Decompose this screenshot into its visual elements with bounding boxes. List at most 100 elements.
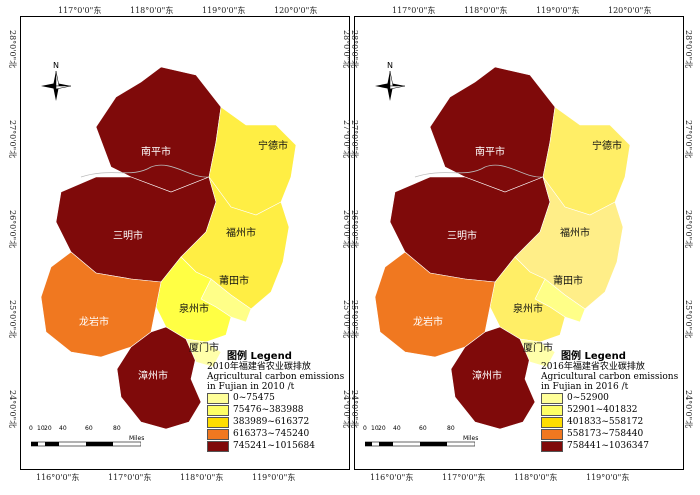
lat-tick-left: 27°0'0"北 bbox=[342, 120, 351, 159]
legend-swatch bbox=[207, 392, 229, 404]
scale-tick-label: 80 bbox=[113, 425, 121, 432]
legend-swatch bbox=[541, 416, 563, 428]
legend-swatch bbox=[541, 440, 563, 452]
city-label-quanzhou: 泉州市 bbox=[179, 304, 209, 315]
scale-tick-label: 80 bbox=[447, 425, 455, 432]
lon-tick-bottom: 118°0'0"东 bbox=[180, 473, 224, 482]
legend-item: 758441~1036347 bbox=[541, 440, 681, 452]
city-label-putian: 莆田市 bbox=[219, 276, 249, 287]
lat-tick-right: 28°0'0"北 bbox=[684, 30, 693, 69]
lat-tick-right: 26°0'0"北 bbox=[684, 210, 693, 249]
scale-unit: Miles bbox=[129, 435, 145, 442]
lon-tick-bottom: 119°0'0"东 bbox=[252, 473, 296, 482]
legend-subtitle-en: Agricultural carbon emissions bbox=[207, 372, 345, 382]
lat-tick-left: 24°0'0"北 bbox=[8, 390, 17, 429]
lat-tick-left: 27°0'0"北 bbox=[8, 120, 17, 159]
lat-tick-left: 28°0'0"北 bbox=[342, 30, 351, 69]
scale-tick-label: 0 bbox=[363, 425, 367, 432]
scale-tick-label: 40 bbox=[59, 425, 67, 432]
lon-tick-top: 117°0'0"东 bbox=[58, 6, 102, 15]
legend-label: 0~75475 bbox=[233, 393, 275, 403]
region-nanping bbox=[95, 66, 222, 193]
lon-tick-top: 120°0'0"东 bbox=[274, 6, 318, 15]
lon-tick-bottom: 117°0'0"东 bbox=[442, 473, 486, 482]
scale-tick-label: 20 bbox=[44, 425, 52, 432]
lat-tick-left: 24°0'0"北 bbox=[342, 390, 351, 429]
legend-label: 75476~383988 bbox=[233, 405, 304, 415]
legend-item: 52901~401832 bbox=[541, 404, 681, 416]
lat-tick-right: 24°0'0"北 bbox=[684, 390, 693, 429]
city-label-nanping: 南平市 bbox=[141, 147, 171, 158]
scale-tick-label: 20 bbox=[378, 425, 386, 432]
scale-tick-label: 40 bbox=[393, 425, 401, 432]
lon-tick-bottom: 116°0'0"东 bbox=[370, 473, 414, 482]
city-label-sanming: 三明市 bbox=[447, 231, 477, 242]
legend-item: 383989~616372 bbox=[207, 416, 347, 428]
scale-tick-label: 0 bbox=[29, 425, 33, 432]
scale-tick-label: 10 bbox=[371, 425, 379, 432]
lat-tick-right: 27°0'0"北 bbox=[684, 120, 693, 159]
city-label-xiamen: 厦门市 bbox=[189, 343, 219, 354]
city-label-nanping: 南平市 bbox=[475, 147, 505, 158]
legend-subtitle-en: Agricultural carbon emissions bbox=[541, 372, 679, 382]
legend-swatch bbox=[207, 428, 229, 440]
legend-item: 401833~558172 bbox=[541, 416, 681, 428]
lon-tick-bottom: 117°0'0"东 bbox=[108, 473, 152, 482]
legend-item: 0~52900 bbox=[541, 392, 681, 404]
region-zhangzhou bbox=[116, 326, 202, 430]
legend-label: 616373~745240 bbox=[233, 429, 310, 439]
legend: 图例 Legend 2016年福建省农业碳排放 Agricultural carbo… bbox=[541, 347, 681, 452]
north-label: N bbox=[53, 61, 59, 70]
choropleth-map bbox=[40, 66, 297, 430]
north-arrow-icon bbox=[373, 69, 407, 107]
lat-tick-left: 26°0'0"北 bbox=[342, 210, 351, 249]
legend-swatch bbox=[207, 440, 229, 452]
lat-tick-left: 28°0'0"北 bbox=[8, 30, 17, 69]
city-label-ningde: 宁德市 bbox=[592, 141, 622, 152]
lon-tick-bottom: 118°0'0"东 bbox=[514, 473, 558, 482]
map-panel-2016: 南平市 三明市 龙岩市 漳州市 宁德市 福州市 莆田市 泉州市 厦门市 N 0 10 20 40 60 80 M… bbox=[354, 16, 684, 470]
region-xiamen bbox=[519, 338, 556, 368]
region-xiamen bbox=[185, 338, 222, 368]
lat-tick-left: 25°0'0"北 bbox=[342, 300, 351, 339]
legend-label: 52901~401832 bbox=[567, 405, 638, 415]
city-label-ningde: 宁德市 bbox=[258, 141, 288, 152]
legend-label: 0~52900 bbox=[567, 393, 609, 403]
legend-swatch bbox=[541, 428, 563, 440]
north-arrow-icon bbox=[39, 69, 73, 107]
map-panel-2010: 南平市 三明市 龙岩市 漳州市 宁德市 福州市 莆田市 泉州市 厦门市 N 0 10 20 40 60 80 M… bbox=[20, 16, 350, 470]
province-inner-line bbox=[80, 164, 210, 178]
lat-tick-right: 25°0'0"北 bbox=[684, 300, 693, 339]
legend-item: 0~75475 bbox=[207, 392, 347, 404]
city-label-fuzhou: 福州市 bbox=[226, 228, 256, 239]
region-zhangzhou bbox=[450, 326, 536, 430]
city-label-zhangzhou: 漳州市 bbox=[472, 371, 502, 382]
city-label-longyan: 龙岩市 bbox=[79, 317, 109, 328]
legend-swatch bbox=[541, 392, 563, 404]
lon-tick-top: 118°0'0"东 bbox=[464, 6, 508, 15]
city-label-fuzhou: 福州市 bbox=[560, 228, 590, 239]
legend-item: 558173~758440 bbox=[541, 428, 681, 440]
legend-label: 383989~616372 bbox=[233, 417, 310, 427]
choropleth-map bbox=[374, 66, 631, 430]
legend-subtitle-en-2: in Fujian in 2010 /t bbox=[207, 382, 295, 392]
lon-tick-bottom: 116°0'0"东 bbox=[36, 473, 80, 482]
city-label-xiamen: 厦门市 bbox=[523, 343, 553, 354]
scale-tick-label: 10 bbox=[37, 425, 45, 432]
city-label-zhangzhou: 漳州市 bbox=[138, 371, 168, 382]
city-label-sanming: 三明市 bbox=[113, 231, 143, 242]
legend-subtitle-cn: 2016年福建省农业碳排放 bbox=[541, 362, 645, 372]
lon-tick-top: 120°0'0"东 bbox=[608, 6, 652, 15]
legend-subtitle-cn: 2010年福建省农业碳排放 bbox=[207, 362, 311, 372]
legend-label: 558173~758440 bbox=[567, 429, 644, 439]
lon-tick-top: 119°0'0"东 bbox=[536, 6, 580, 15]
city-label-putian: 莆田市 bbox=[553, 276, 583, 287]
region-nanping bbox=[429, 66, 556, 193]
legend-subtitle-en-2: in Fujian in 2016 /t bbox=[541, 382, 629, 392]
scale-tick-label: 60 bbox=[419, 425, 427, 432]
lat-tick-left: 25°0'0"北 bbox=[8, 300, 17, 339]
city-label-longyan: 龙岩市 bbox=[413, 317, 443, 328]
province-inner-line bbox=[414, 164, 544, 178]
legend-title: 图例 Legend bbox=[561, 351, 626, 362]
city-label-quanzhou: 泉州市 bbox=[513, 304, 543, 315]
